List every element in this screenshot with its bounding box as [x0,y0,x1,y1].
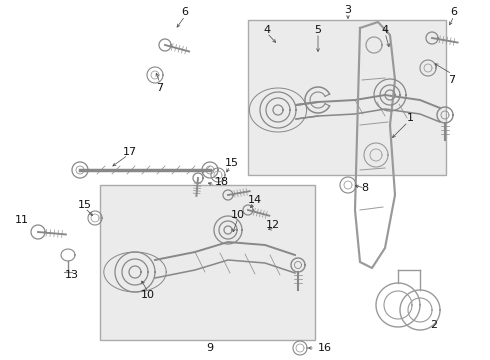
Text: 7: 7 [448,75,456,85]
Text: 14: 14 [248,195,262,205]
Text: 1: 1 [407,113,414,123]
Text: 15: 15 [225,158,239,168]
Text: 9: 9 [206,343,214,353]
Text: 17: 17 [123,147,137,157]
Text: 11: 11 [15,215,29,225]
Text: 7: 7 [156,83,164,93]
Text: 5: 5 [315,25,321,35]
Text: 10: 10 [231,210,245,220]
Text: 4: 4 [264,25,270,35]
Text: 16: 16 [318,343,332,353]
Text: 8: 8 [361,183,368,193]
Bar [248,20,446,175]
Text: 6: 6 [181,7,189,17]
Text: 12: 12 [266,220,280,230]
Text: 10: 10 [141,290,155,300]
Text: 4: 4 [381,25,389,35]
Text: 2: 2 [430,320,438,330]
Text: 3: 3 [344,5,351,15]
Text: 15: 15 [78,200,92,210]
Bar [100,185,315,340]
Text: 6: 6 [450,7,458,17]
Text: 13: 13 [65,270,79,280]
Text: 18: 18 [215,177,229,187]
